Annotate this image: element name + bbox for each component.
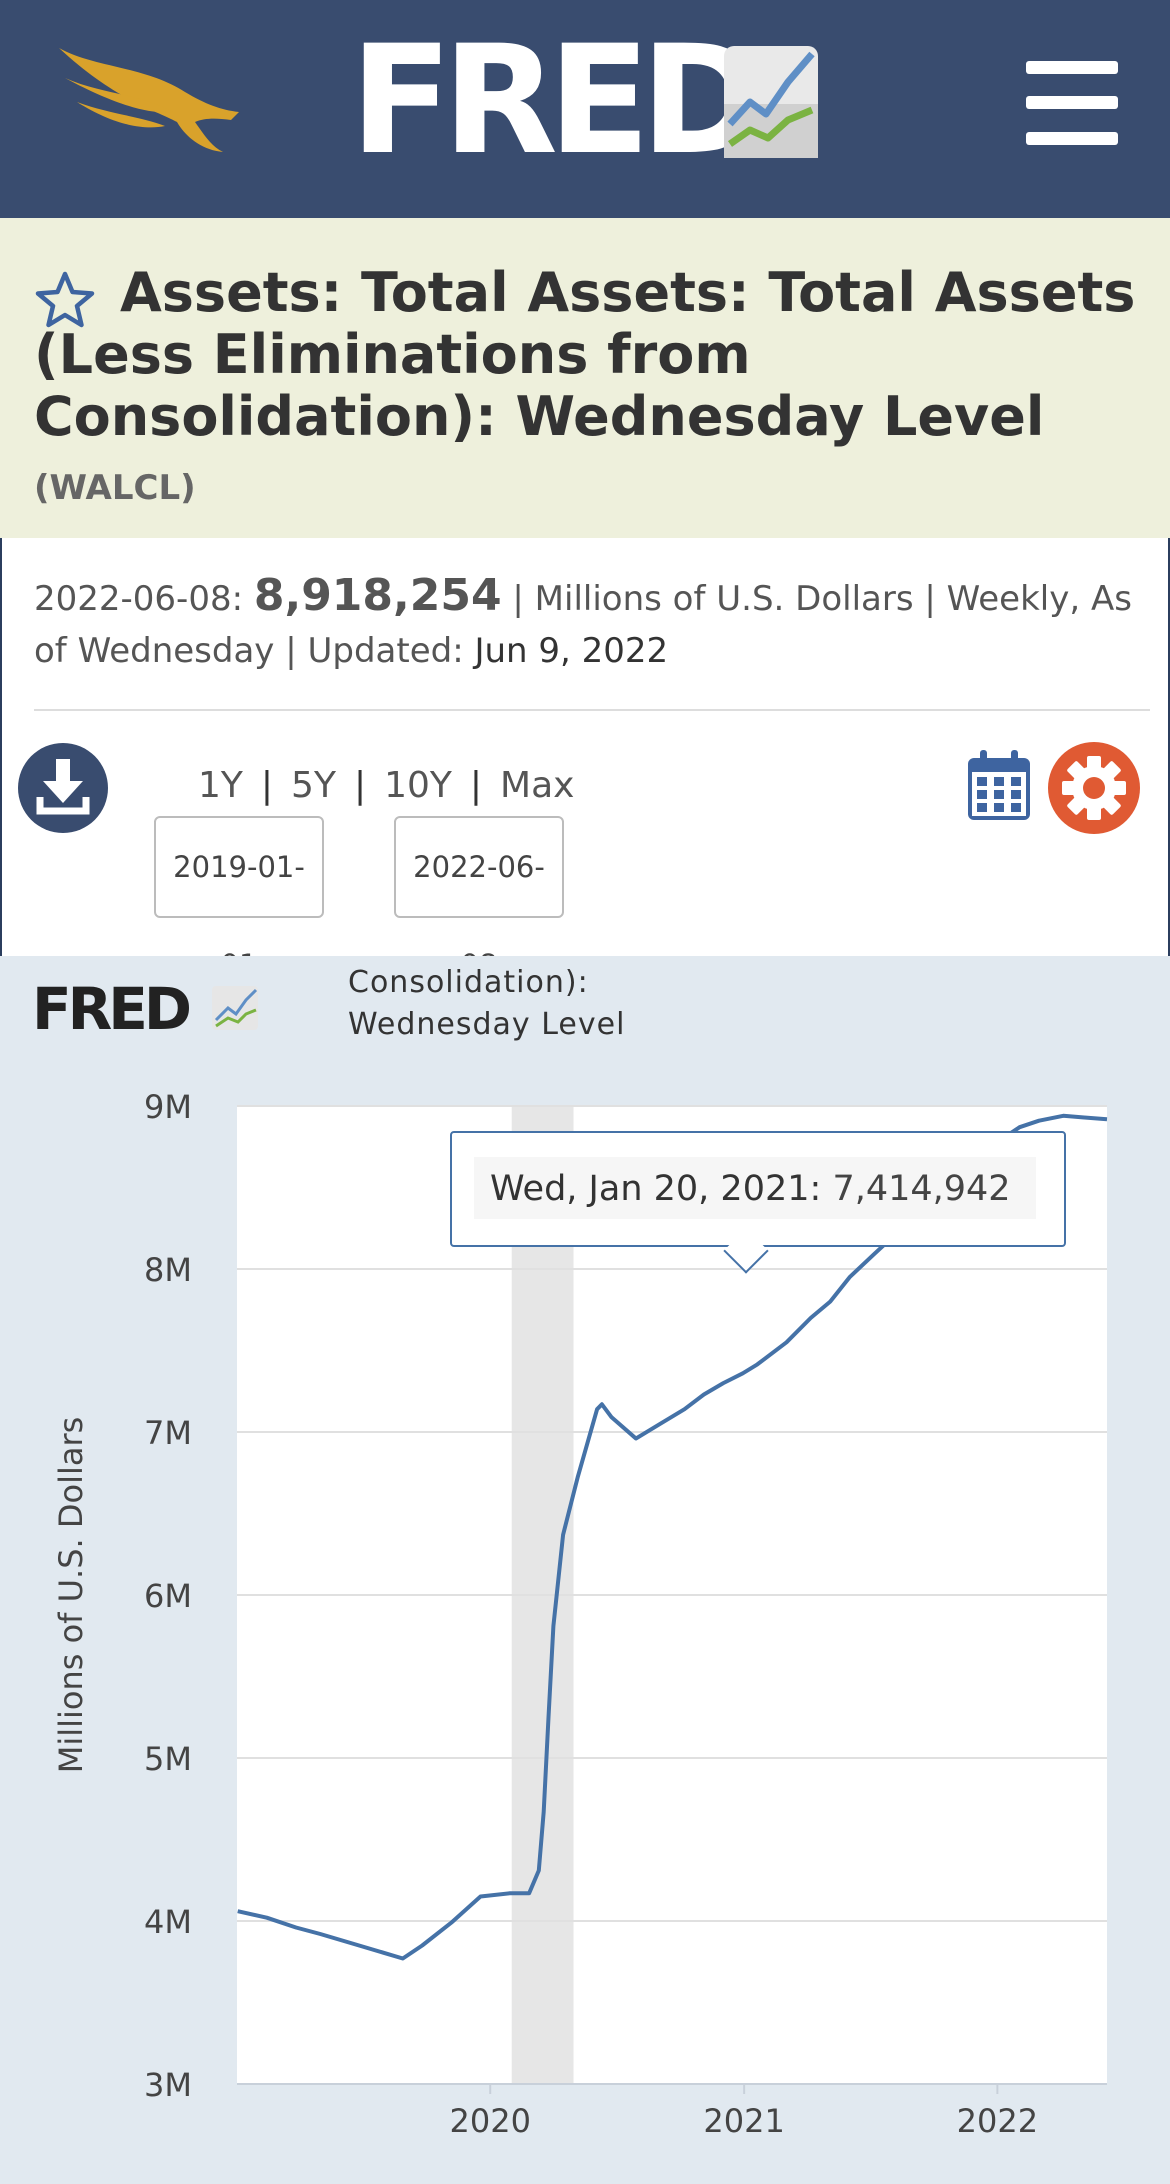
x-tick-label: 2020 — [450, 2102, 531, 2140]
series-meta: 2022-06-08: 8,918,254 | Millions of U.S.… — [34, 570, 1144, 677]
line-chart[interactable]: 3M 4M 5M 6M 7M 8M 9M 2020 2021 2022 Millions of U.… — [0, 1060, 1170, 2184]
tooltip-value: 7,414,942 — [832, 1169, 1011, 1209]
y-tick-label: 4M — [144, 1903, 192, 1941]
range-separator: | — [353, 765, 367, 806]
registered-mark: ® — [688, 136, 704, 155]
chart-tooltip: Wed, Jan 20, 2021: 7,414,942 — [450, 1131, 1066, 1274]
latest-value: 8,918,254 — [253, 570, 502, 621]
hamburger-menu-icon[interactable] — [1022, 58, 1122, 148]
range-10y[interactable]: 10Y — [384, 765, 452, 806]
star-favorite-icon[interactable] — [34, 270, 96, 332]
chart-title: Consolidation): Wednesday Level — [348, 965, 626, 1042]
x-tick-label: 2021 — [703, 2102, 784, 2140]
chart-logo-text: FRED — [32, 980, 190, 1036]
range-separator: | — [260, 765, 274, 806]
series-title: Assets: Total Assets: Total Assets (Less… — [34, 261, 1136, 448]
start-date-input[interactable]: 2019-01-01 — [154, 816, 324, 982]
units-frequency: | Millions of U.S. Dollars | Weekly, As … — [34, 579, 1132, 671]
chart-fred-logo: FRED — [32, 980, 258, 1036]
y-tick-label: 5M — [144, 1740, 192, 1778]
y-tick-label: 3M — [144, 2066, 192, 2104]
fred-logo-text: FRED — [350, 14, 765, 188]
top-navigation-bar: FRED ® — [0, 0, 1170, 218]
y-tick-label: 7M — [144, 1414, 192, 1452]
calendar-icon[interactable] — [966, 748, 1032, 822]
end-date-input[interactable]: 2022-06-08 — [394, 816, 564, 982]
y-tick-label: 9M — [144, 1088, 192, 1126]
fred-logo[interactable]: FRED ® — [350, 14, 830, 188]
range-max[interactable]: Max — [500, 765, 575, 806]
fred-chart-icon — [724, 46, 818, 158]
range-separator: | — [469, 765, 483, 806]
gear-icon[interactable] — [1048, 742, 1140, 834]
series-id: (WALCL) — [34, 468, 196, 508]
divider — [34, 709, 1150, 711]
y-tick-label: 8M — [144, 1251, 192, 1289]
tooltip-date: Wed, Jan 20, 2021: — [490, 1169, 822, 1209]
range-1y[interactable]: 1Y — [198, 765, 243, 806]
x-tick-label: 2022 — [957, 2102, 1038, 2140]
y-axis-label: Millions of U.S. Dollars — [52, 1417, 90, 1774]
eagle-logo-icon[interactable] — [55, 40, 245, 160]
y-tick-label: 6M — [144, 1577, 192, 1615]
download-icon[interactable] — [18, 743, 108, 833]
latest-date: 2022-06-08: — [34, 579, 244, 619]
series-title-band — [0, 218, 1170, 538]
range-selector: 1Y | 5Y | 10Y | Max — [198, 765, 574, 806]
updated-date: Jun 9, 2022 — [474, 631, 669, 671]
tooltip-content: Wed, Jan 20, 2021: 7,414,942 — [474, 1157, 1036, 1219]
range-5y[interactable]: 5Y — [291, 765, 336, 806]
